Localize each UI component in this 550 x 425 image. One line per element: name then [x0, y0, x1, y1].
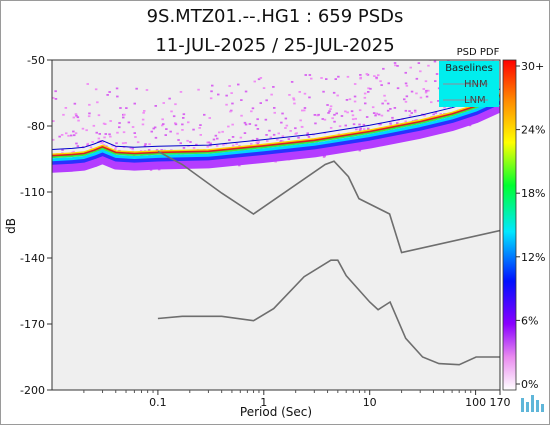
y-tick-label: -110	[20, 186, 45, 199]
colorbar-title: PSD PDF	[457, 47, 500, 58]
chart-title: 9S.MTZ01.--.HG1 : 659 PSDs	[146, 6, 404, 27]
x-tick-label: 170	[490, 396, 511, 409]
x-axis-label: Period (Sec)	[240, 405, 312, 419]
lnm-line	[157, 259, 500, 366]
y-tick-label: -80	[27, 120, 45, 133]
colorbar-tick-label: 18%	[521, 187, 545, 200]
legend-hnm-label: HNM	[464, 79, 488, 90]
y-tick-label: -200	[20, 384, 45, 397]
colorbar-tick-label: 30+	[521, 60, 544, 73]
y-axis-label: dB	[4, 218, 18, 234]
legend: Baselines HNM LNM	[439, 61, 499, 107]
x-tick-label: 10	[363, 396, 377, 409]
logo-icon	[521, 395, 544, 412]
x-tick-label: 100	[465, 396, 486, 409]
chart-subtitle: 11-JUL-2025 / 25-JUL-2025	[155, 35, 395, 56]
hnm-line	[157, 150, 500, 254]
x-tick-label: 0.1	[149, 396, 167, 409]
plot-area	[52, 60, 500, 390]
y-tick-label: -170	[20, 318, 45, 331]
colorbar-tick-label: 12%	[521, 251, 545, 264]
colorbar-tick-label: 0%	[521, 378, 538, 391]
colorbar-tick-label: 24%	[521, 124, 545, 137]
x-tick-label: 1	[260, 396, 267, 409]
colorbar	[502, 59, 517, 391]
plot-border	[51, 59, 501, 391]
colorbar-tick-label: 6%	[521, 314, 538, 327]
legend-lnm-label: LNM	[464, 95, 486, 106]
y-tick-label: -140	[20, 252, 45, 265]
y-tick-label: -50	[27, 54, 45, 67]
legend-title: Baselines	[445, 63, 493, 74]
